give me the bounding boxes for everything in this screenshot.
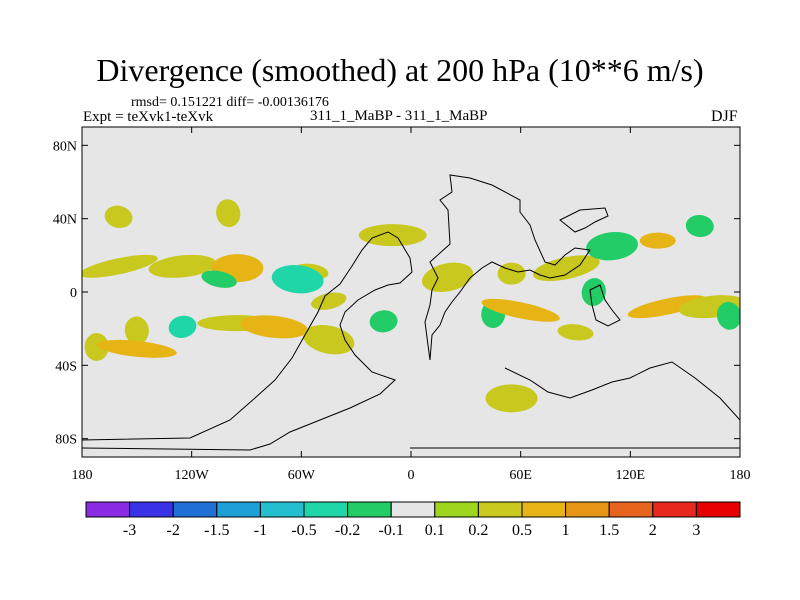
field-region xyxy=(168,315,197,338)
colorbar: -3 -2 -1.5 -1 -0.5 -0.2 -0.1 0.1 0.2 0.5 1 1.5 2 3 xyxy=(85,501,741,539)
colorbar-swatch xyxy=(521,501,567,518)
colorbar-label: 2 xyxy=(649,522,657,539)
colorbar-label: 0.2 xyxy=(468,522,488,539)
colorbar-swatch xyxy=(434,501,479,518)
stats-label: rmsd= 0.151221 diff= -0.00136176 xyxy=(131,95,329,110)
colorbar-label: -0.5 xyxy=(291,522,316,539)
field-region xyxy=(716,301,740,330)
field-region xyxy=(124,316,149,345)
coastline-africa-eurasia xyxy=(424,174,591,361)
colorbar-label: -3 xyxy=(123,522,136,539)
x-tick-label: 180 xyxy=(72,468,93,483)
colorbar-label: -0.1 xyxy=(379,522,404,539)
field-region xyxy=(369,310,398,333)
colorbar-swatch xyxy=(477,501,523,518)
colorbar-label: 0.1 xyxy=(425,522,445,539)
colorbar-label: 3 xyxy=(692,522,700,539)
plot-background xyxy=(82,127,740,457)
field-region xyxy=(82,254,158,278)
x-tick-label: 60E xyxy=(509,468,532,483)
field-region xyxy=(148,254,217,278)
y-tick-label: 40N xyxy=(53,213,77,228)
y-tick-label: 80S xyxy=(55,433,77,448)
field-region xyxy=(639,232,676,249)
coastlines xyxy=(82,174,740,451)
colorbar-swatch xyxy=(172,501,218,518)
axis-ticks: 180 120W 60W 0 60E 120E 180 80N 40N 0 40S 80S xyxy=(53,127,751,483)
x-tick-label: 0 xyxy=(408,468,415,483)
field-region xyxy=(586,231,638,261)
coastline-maritime xyxy=(589,284,621,327)
comparison-label: 311_1_MaBP - 311_1_MaBP xyxy=(310,108,488,124)
x-tick-label: 60W xyxy=(288,468,316,483)
colorbar-label: -0.2 xyxy=(335,522,360,539)
colorbar-label: -1.5 xyxy=(204,522,229,539)
coastline-east-asia xyxy=(559,207,609,233)
x-tick-label: 120E xyxy=(616,468,646,483)
x-tick-label: 180 xyxy=(730,468,751,483)
y-tick-label: 0 xyxy=(70,286,77,301)
field-region xyxy=(481,298,560,322)
field-region xyxy=(485,384,538,413)
field-region xyxy=(84,333,109,361)
field-region xyxy=(240,315,308,339)
chart-title: Divergence (smoothed) at 200 hPa (10**6 … xyxy=(96,52,704,88)
field-region xyxy=(303,324,355,355)
field-region xyxy=(279,206,360,224)
colorbar-swatch xyxy=(259,501,305,518)
colorbar-swatch xyxy=(129,501,174,518)
colorbar-swatch xyxy=(390,501,436,518)
field-region xyxy=(311,292,347,310)
field-region xyxy=(216,199,241,228)
field-region xyxy=(462,239,499,257)
field-region xyxy=(97,339,177,358)
divergence-field xyxy=(82,199,740,413)
colorbar-swatch xyxy=(347,501,392,518)
field-region xyxy=(533,255,600,282)
colorbar-swatch xyxy=(85,501,131,518)
experiment-label: Expt = teXvk1-teXvk xyxy=(83,109,214,125)
y-tick-label: 80N xyxy=(53,139,77,154)
colorbar-label: 1 xyxy=(562,522,570,539)
field-region xyxy=(104,205,133,228)
colorbar-label: 1.5 xyxy=(599,522,619,539)
field-region xyxy=(557,324,594,341)
colorbar-swatch xyxy=(652,501,697,518)
field-region xyxy=(685,214,714,238)
colorbar-swatch xyxy=(303,501,349,518)
y-tick-label: 40S xyxy=(55,359,77,374)
season-label: DJF xyxy=(711,108,738,125)
coastline-americas xyxy=(82,231,413,451)
field-region xyxy=(671,335,700,359)
field-region xyxy=(201,270,237,288)
colorbar-swatch xyxy=(695,501,741,518)
x-tick-label: 120W xyxy=(175,468,210,483)
colorbar-label: -2 xyxy=(167,522,180,539)
colorbar-swatch xyxy=(608,501,654,518)
colorbar-swatch xyxy=(565,501,610,518)
field-region xyxy=(271,264,324,294)
colorbar-swatch xyxy=(216,501,261,518)
colorbar-label: 0.5 xyxy=(512,522,532,539)
colorbar-label: -1 xyxy=(254,522,267,539)
coastline-antarctica xyxy=(410,361,740,449)
field-region xyxy=(322,361,390,388)
field-region xyxy=(627,295,707,319)
